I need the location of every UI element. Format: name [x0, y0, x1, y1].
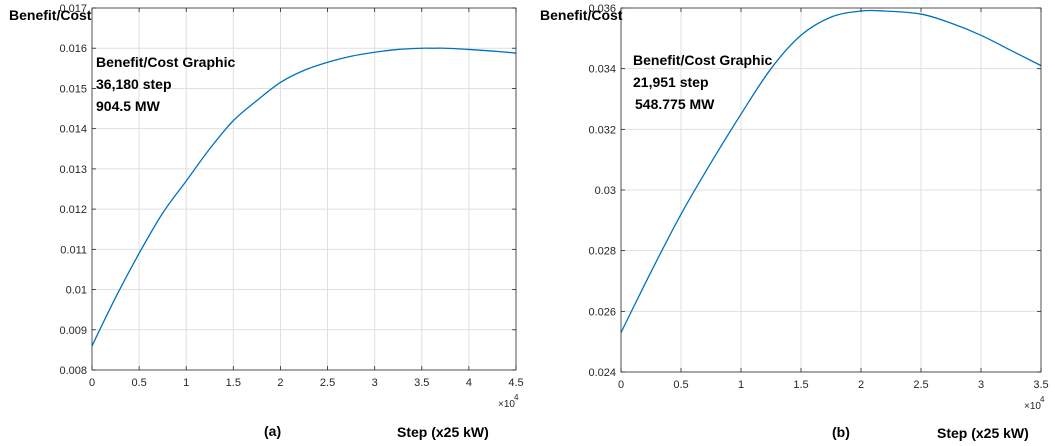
x-tick-label-a: 2 — [277, 377, 283, 389]
annotation-title-b: Benefit/Cost Graphic — [633, 52, 772, 68]
x-tick-label-a: 4 — [466, 377, 472, 389]
annotation-mw-a: 904.5 MW — [96, 98, 161, 114]
x-multiplier-base-b: ×10 — [1024, 401, 1041, 412]
panel-label-a: (a) — [264, 423, 281, 439]
y-tick-label-b: 0.03 — [595, 185, 616, 197]
ticks-a: 0 0.5 1 1.5 2 2.5 3 3.5 4 4.5 0.008 0.009 0.01 0.011 0… — [59, 3, 523, 389]
axes-box-a — [91, 7, 517, 371]
y-tick-label-b: 0.034 — [588, 64, 616, 76]
y-tick-label-a: 0.01 — [66, 285, 87, 297]
series-line-b — [620, 9, 1042, 333]
y-tick-label-a: 0.015 — [59, 83, 87, 95]
x-tick-label-b: 2 — [858, 379, 864, 391]
series-b — [620, 9, 1042, 333]
y-tick-label-a: 0.013 — [59, 164, 87, 176]
y-tick-label-a: 0.011 — [60, 244, 87, 256]
y-axis-label-b: Benefit/Cost — [540, 7, 623, 23]
annotation-mw-b: 548.775 MW — [635, 96, 715, 112]
y-tick-label-b: 0.026 — [588, 306, 616, 318]
y-tick-label-b: 0.028 — [588, 246, 616, 258]
series-a — [91, 47, 517, 347]
chart-panel-b: 0 0.5 1 1.5 2 2.5 3 3.5 0.024 0.026 0.028 0.03 0.032… — [540, 3, 1049, 441]
x-tick-label-b: 1 — [738, 379, 744, 391]
annotation-title-a: Benefit/Cost Graphic — [96, 54, 235, 70]
x-tick-label-b: 2.5 — [913, 379, 928, 391]
panel-label-b: (b) — [832, 424, 850, 440]
annotation-step-b: 21,951 step — [633, 74, 709, 90]
x-axis-label-a: Step (x25 kW) — [397, 424, 489, 440]
x-tick-label-a: 3.5 — [414, 377, 429, 389]
chart-panel-a: 0 0.5 1 1.5 2 2.5 3 3.5 4 4.5 0.008 0.009 0.01 0.011 0… — [9, 3, 524, 440]
x-tick-label-a: 3 — [372, 377, 378, 389]
x-tick-label-b: 0 — [618, 379, 624, 391]
y-tick-label-b: 0.032 — [588, 124, 616, 136]
x-tick-label-a: 1.5 — [226, 377, 241, 389]
y-tick-label-a: 0.016 — [59, 43, 87, 55]
x-multiplier-exponent-b: 4 — [1040, 395, 1045, 404]
plot-area-a — [92, 8, 516, 370]
series-line-a — [91, 47, 517, 347]
x-tick-label-b: 3 — [978, 379, 984, 391]
x-tick-label-a: 4.5 — [508, 377, 523, 389]
x-multiplier-exponent-a: 4 — [514, 393, 519, 402]
x-tick-label-b: 1.5 — [793, 379, 808, 391]
x-tick-label-a: 0 — [89, 377, 95, 389]
y-tick-label-a: 0.017 — [59, 3, 87, 15]
y-tick-label-b: 0.036 — [588, 3, 616, 15]
x-tick-label-a: 0.5 — [131, 377, 146, 389]
x-multiplier-base-a: ×10 — [498, 399, 515, 410]
y-tick-label-a: 0.009 — [59, 325, 87, 337]
x-tick-label-a: 1 — [183, 377, 189, 389]
x-axis-label-b: Step (x25 kW) — [937, 425, 1029, 441]
y-tick-label-a: 0.008 — [59, 365, 87, 377]
annotation-step-a: 36,180 step — [96, 76, 172, 92]
x-tick-label-b: 0.5 — [673, 379, 688, 391]
y-axis-label-a: Benefit/Cost — [9, 7, 92, 23]
x-tick-label-a: 2.5 — [320, 377, 335, 389]
grid-b — [621, 8, 1041, 372]
x-tick-label-b: 3.5 — [1033, 379, 1048, 391]
y-tick-label-b: 0.024 — [588, 367, 616, 379]
y-tick-label-a: 0.012 — [59, 204, 87, 216]
ticks-b: 0 0.5 1 1.5 2 2.5 3 3.5 0.024 0.026 0.028 0.03 0.032… — [588, 3, 1048, 391]
y-tick-label-a: 0.014 — [59, 124, 87, 136]
